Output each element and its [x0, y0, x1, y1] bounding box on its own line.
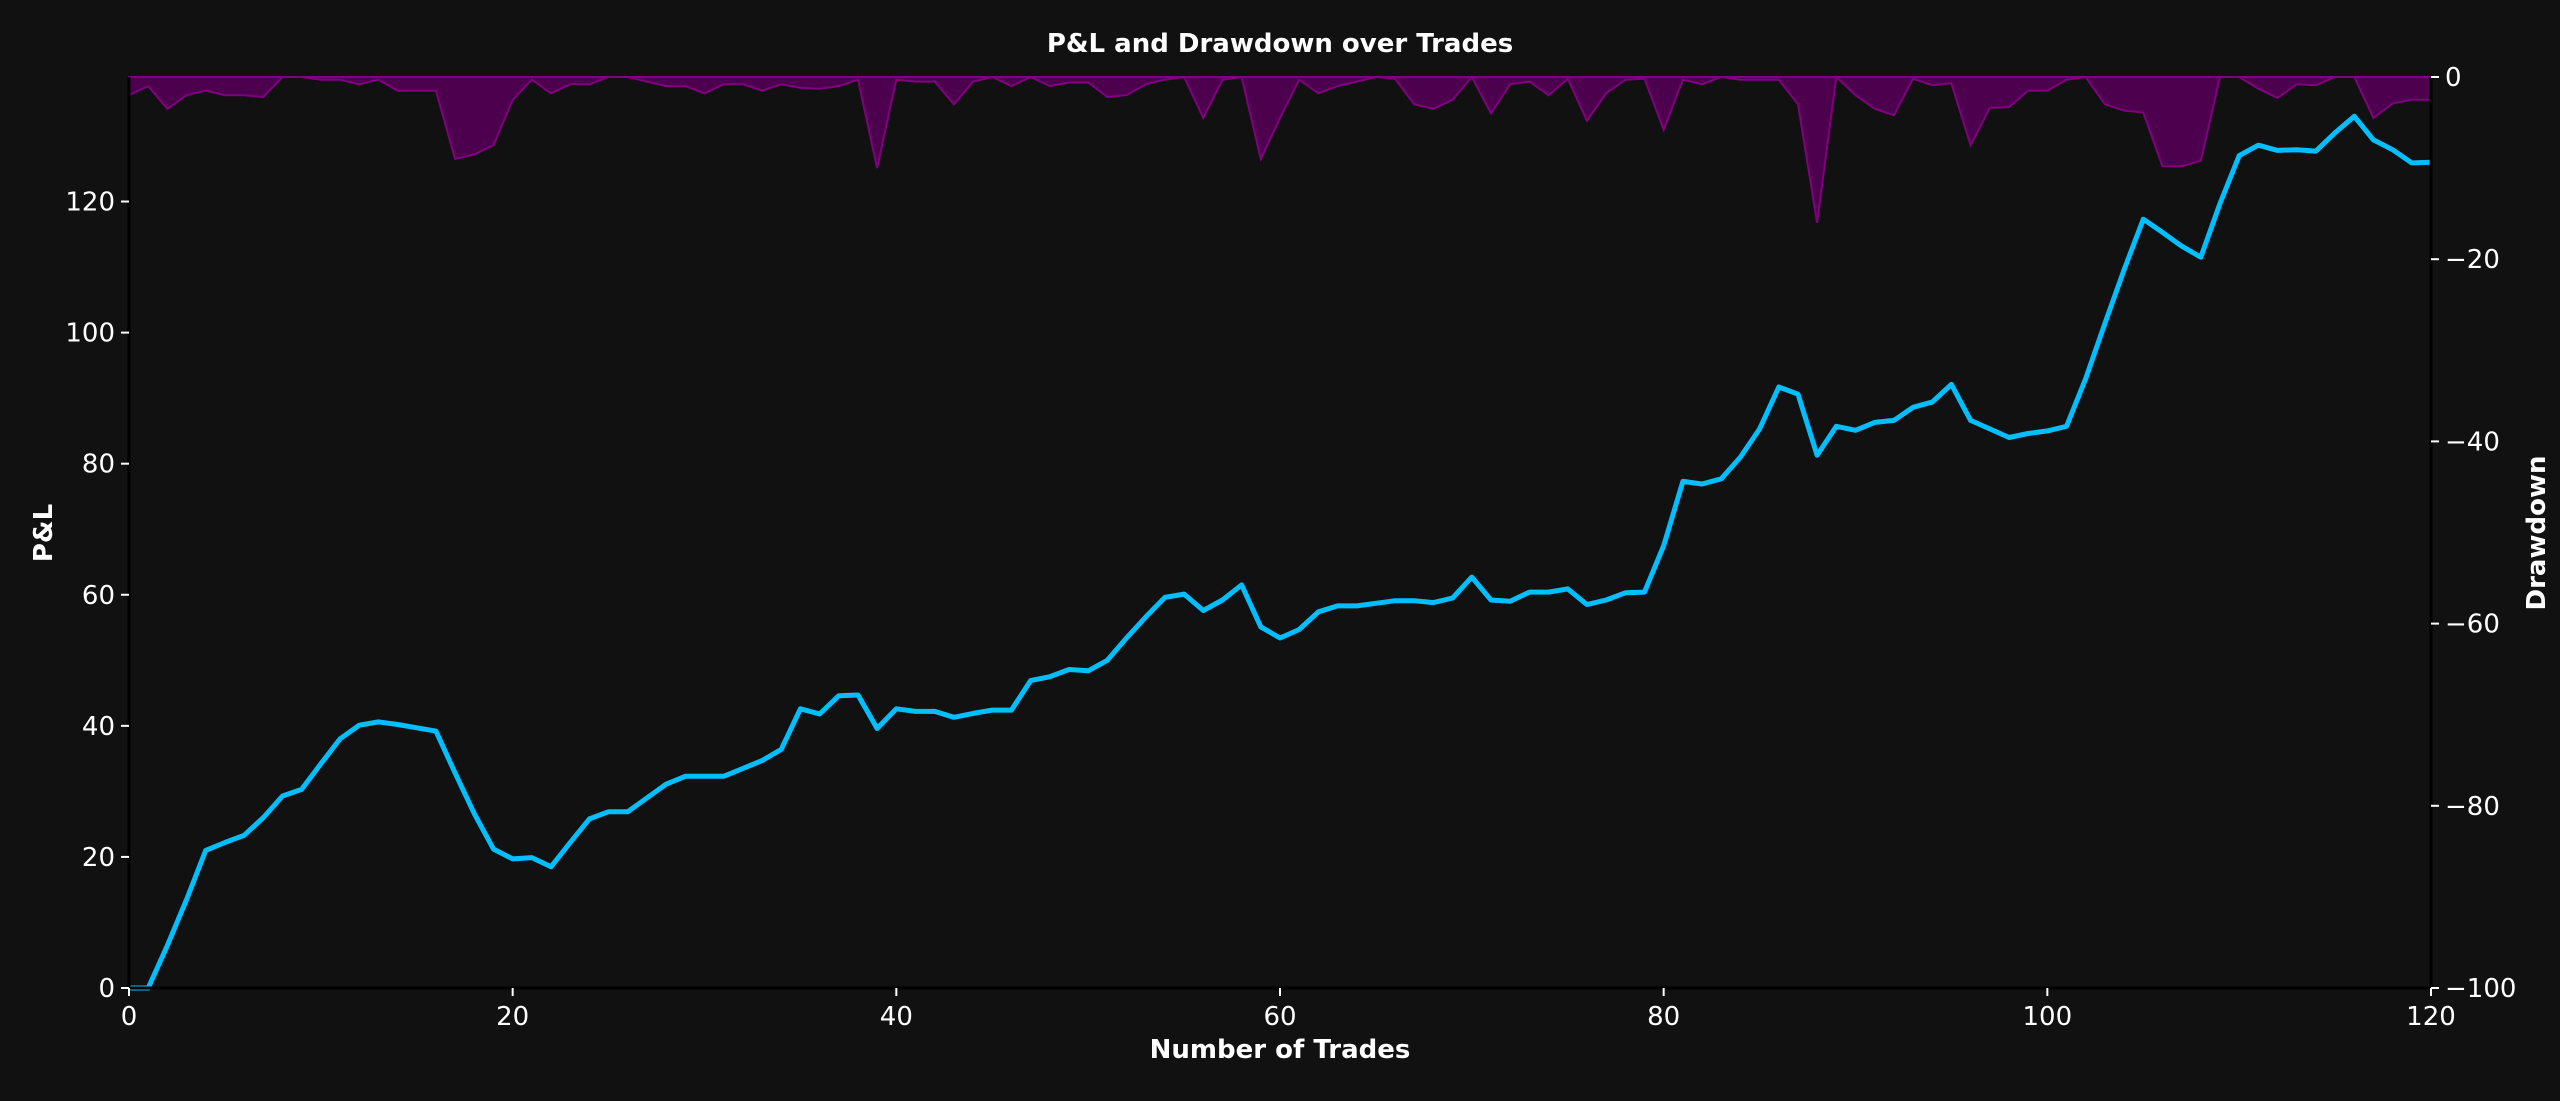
tick-labels: 0 20 40 60 80 100 120 0 20 40 60 80 100 120 0 −20 −40 −60…: [65, 63, 2516, 1032]
x-tick-label: 120: [2406, 1002, 2456, 1032]
y2-tick-label: −80: [2445, 792, 2500, 822]
y2-tick-label: −20: [2445, 245, 2500, 275]
drawdown-area-layer: [128, 74, 2432, 223]
y2-tick-label: −60: [2445, 610, 2500, 640]
y-tick-label: 20: [82, 843, 115, 873]
drawdown-area: [128, 74, 2432, 223]
x-tick-label: 100: [2023, 1002, 2073, 1032]
y2-tick-label: −100: [2445, 974, 2516, 1004]
x-tick-label: 40: [880, 1002, 913, 1032]
x-tick-label: 0: [121, 1002, 138, 1032]
pnl-line-layer: [129, 113, 2432, 991]
x-tick-label: 60: [1263, 1002, 1296, 1032]
y2-tick-label: −40: [2445, 427, 2500, 457]
y-tick-label: 100: [65, 319, 115, 349]
y-tick-label: 40: [82, 712, 115, 742]
x-axis-label: Number of Trades: [1150, 1035, 1411, 1065]
y2-axis-label: Drawdown: [2522, 456, 2552, 611]
y-tick-label: 0: [98, 974, 115, 1004]
x-tick-label: 20: [496, 1002, 529, 1032]
x-tick-label: 80: [1647, 1002, 1680, 1032]
y-tick-label: 60: [82, 581, 115, 611]
y-tick-label: 120: [65, 188, 115, 218]
pnl-line: [129, 113, 2432, 991]
y2-tick-label: 0: [2445, 63, 2462, 93]
chart-title: P&L and Drawdown over Trades: [1047, 29, 1513, 59]
y-axis-label: P&L: [29, 504, 59, 562]
y-tick-label: 80: [82, 450, 115, 480]
